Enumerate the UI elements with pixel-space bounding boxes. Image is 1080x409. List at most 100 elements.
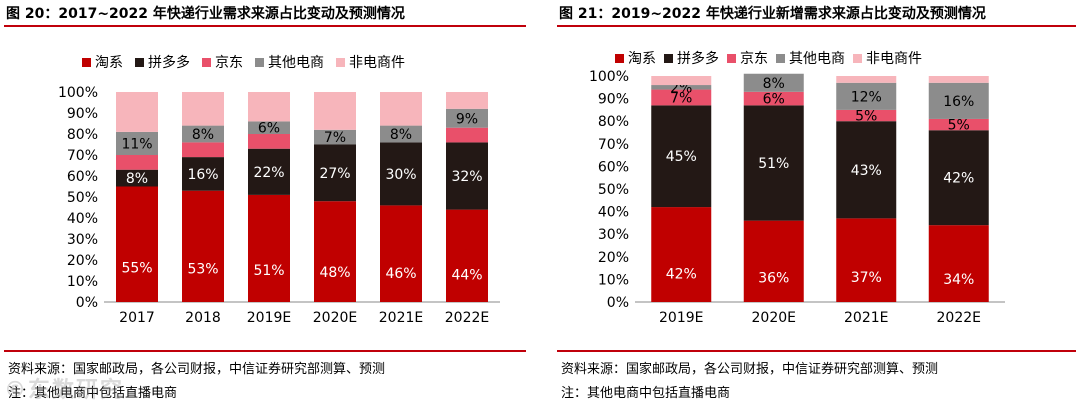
left-y-tick-label: 80%: [67, 127, 98, 143]
right-data-label-other_ecom: 16%: [943, 94, 974, 110]
left-legend-label-pinduoduo: 拼多多: [148, 54, 190, 71]
left-bar-segment-taoxi: [446, 209, 488, 302]
left-data-label-pinduoduo: 32%: [451, 169, 482, 185]
left-data-label-pinduoduo: 16%: [187, 167, 218, 183]
right-data-label-other_ecom: 12%: [851, 89, 882, 105]
left-bar-segment-jingdong: [446, 127, 488, 143]
right-y-tick-label: 0%: [607, 295, 629, 311]
left-bar-segment-taoxi: [248, 194, 290, 302]
right-y-tick-label: 40%: [598, 205, 629, 221]
left-x-tick-label: 2022E: [445, 310, 489, 326]
left-bar-segment-taoxi: [182, 190, 224, 302]
right-figure-panel: 图 21：2019~2022 年快递行业新增需求来源占比变动及预测情况 淘系 拼多…: [553, 0, 1080, 409]
right-bar-segment-taoxi: [928, 225, 989, 302]
right-bar-segment-taoxi: [836, 218, 897, 302]
left-legend-label-taoxi: 淘系: [95, 55, 123, 71]
left-legend-label-non_ecom: 非电商件: [349, 55, 405, 71]
right-title-rule: [557, 25, 1076, 27]
left-data-label-taoxi: 53%: [187, 262, 218, 278]
right-data-label-jingdong: 7%: [670, 90, 692, 106]
right-bar-segment-jingdong: [743, 91, 804, 106]
left-legend-swatch-pinduoduo: [135, 58, 144, 67]
right-legend-label-taoxi: 淘系: [628, 51, 656, 67]
left-bar-segment-other_ecom: [248, 121, 290, 134]
left-data-label-taoxi: 44%: [451, 267, 482, 283]
right-data-label-pinduoduo: 43%: [851, 163, 882, 179]
left-bar-segment-taoxi: [314, 201, 356, 302]
left-x-tick-label: 2021E: [379, 310, 423, 326]
right-legend-swatch-non_ecom: [853, 54, 862, 63]
left-data-label-taoxi: 48%: [319, 265, 350, 281]
left-data-label-taoxi: 51%: [253, 263, 284, 279]
left-bar-segment-non_ecom: [116, 92, 158, 132]
right-x-tick-label: 2020E: [752, 310, 796, 326]
right-data-label-taoxi: 34%: [943, 272, 974, 288]
right-data-label-pinduoduo: 51%: [758, 156, 789, 172]
left-bar-segment-other_ecom: [116, 131, 158, 155]
left-y-tick-label: 0%: [76, 295, 98, 311]
right-x-tick-label: 2019E: [659, 310, 703, 326]
right-data-label-jingdong: 5%: [855, 109, 877, 125]
left-x-tick-label: 2020E: [313, 310, 357, 326]
left-note-text: 注：其他电商中包括直播电商: [8, 386, 178, 401]
left-data-label-pinduoduo: 27%: [319, 166, 350, 182]
right-bar-segment-other_ecom: [743, 73, 804, 92]
right-bar-segment-non_ecom: [836, 76, 897, 83]
left-bottom-rule: [4, 350, 526, 352]
left-y-tick-label: 10%: [67, 274, 98, 290]
left-bar-segment-jingdong: [248, 134, 290, 149]
right-y-tick-label: 30%: [598, 227, 629, 243]
right-note-text: 注：其他电商中包括直播电商: [561, 386, 731, 401]
right-x-tick-label: 2021E: [844, 310, 888, 326]
right-bottom-rule: [557, 350, 1076, 352]
right-bar-segment-pinduoduo: [928, 130, 989, 226]
right-stacked-bar-chart: 淘系 拼多多 京东 其他电商 非电商件 0% 10% 20% 30% 40% 50% 60% 70% 80…: [589, 50, 1005, 326]
left-legend-label-jingdong: 京东: [215, 55, 243, 71]
left-x-tick-label: 2018: [185, 310, 221, 326]
right-x-tick-label: 2022E: [937, 310, 981, 326]
left-bar-segment-other_ecom: [446, 108, 488, 128]
left-bar-segment-pinduoduo: [248, 148, 290, 195]
right-data-label-other_ecom: 8%: [763, 76, 785, 92]
left-figure-panel: 图 20：2017~2022 年快递行业需求来源占比变动及预测情况 淘系 拼多多 京…: [0, 0, 530, 409]
left-bar-segment-pinduoduo: [182, 157, 224, 191]
left-bar-segment-other_ecom: [314, 129, 356, 145]
left-bar-segment-non_ecom: [248, 92, 290, 122]
right-y-tick-label: 90%: [598, 92, 629, 108]
right-bar-segment-jingdong: [836, 109, 897, 122]
right-bar-segment-other_ecom: [928, 82, 989, 119]
left-data-label-other_ecom: 8%: [390, 127, 412, 143]
right-bar-segment-jingdong: [651, 89, 712, 106]
left-x-tick-label: 2017: [119, 310, 155, 326]
left-legend-swatch-non_ecom: [336, 58, 345, 67]
right-legend-swatch-pinduoduo: [664, 54, 673, 63]
left-bar-segment-other_ecom: [380, 125, 422, 143]
left-legend-swatch-jingdong: [202, 58, 211, 67]
right-bar-segment-other_ecom: [651, 85, 712, 90]
right-bar-segment-jingdong: [928, 118, 989, 131]
left-bar-segment-taoxi: [116, 186, 158, 302]
right-y-tick-label: 60%: [598, 159, 629, 175]
right-data-label-jingdong: 6%: [763, 92, 785, 108]
left-bar-segment-jingdong: [116, 155, 158, 170]
right-bar-segment-pinduoduo: [836, 121, 897, 219]
left-bar-segment-pinduoduo: [446, 142, 488, 210]
left-source-text: 资料来源：国家邮政局，各公司财报，中信证券研究部测算、预测: [8, 362, 386, 377]
left-bar-segment-non_ecom: [380, 92, 422, 126]
left-legend-swatch-taoxi: [82, 58, 91, 67]
right-legend-swatch-other_ecom: [776, 54, 785, 63]
left-y-tick-label: 90%: [67, 106, 98, 122]
left-bar-segment-jingdong: [182, 142, 224, 158]
left-x-tick-label: 2019E: [247, 310, 291, 326]
right-bar-segment-taoxi: [743, 220, 804, 302]
right-bar-segment-non_ecom: [928, 76, 989, 83]
right-y-tick-label: 100%: [589, 69, 629, 85]
left-bar-segment-taoxi: [380, 205, 422, 302]
right-bar-segment-pinduoduo: [743, 105, 804, 221]
left-bar-segment-pinduoduo: [314, 144, 356, 202]
left-y-tick-label: 20%: [67, 253, 98, 269]
left-stacked-bar-chart: 淘系 拼多多 京东 其他电商 非电商件 0% 10% 20% 30% 40% 50% 60% 70% 80…: [58, 54, 500, 326]
right-legend-swatch-jingdong: [727, 54, 736, 63]
left-bar-segment-non_ecom: [446, 92, 488, 109]
right-bar-segment-other_ecom: [836, 82, 897, 110]
